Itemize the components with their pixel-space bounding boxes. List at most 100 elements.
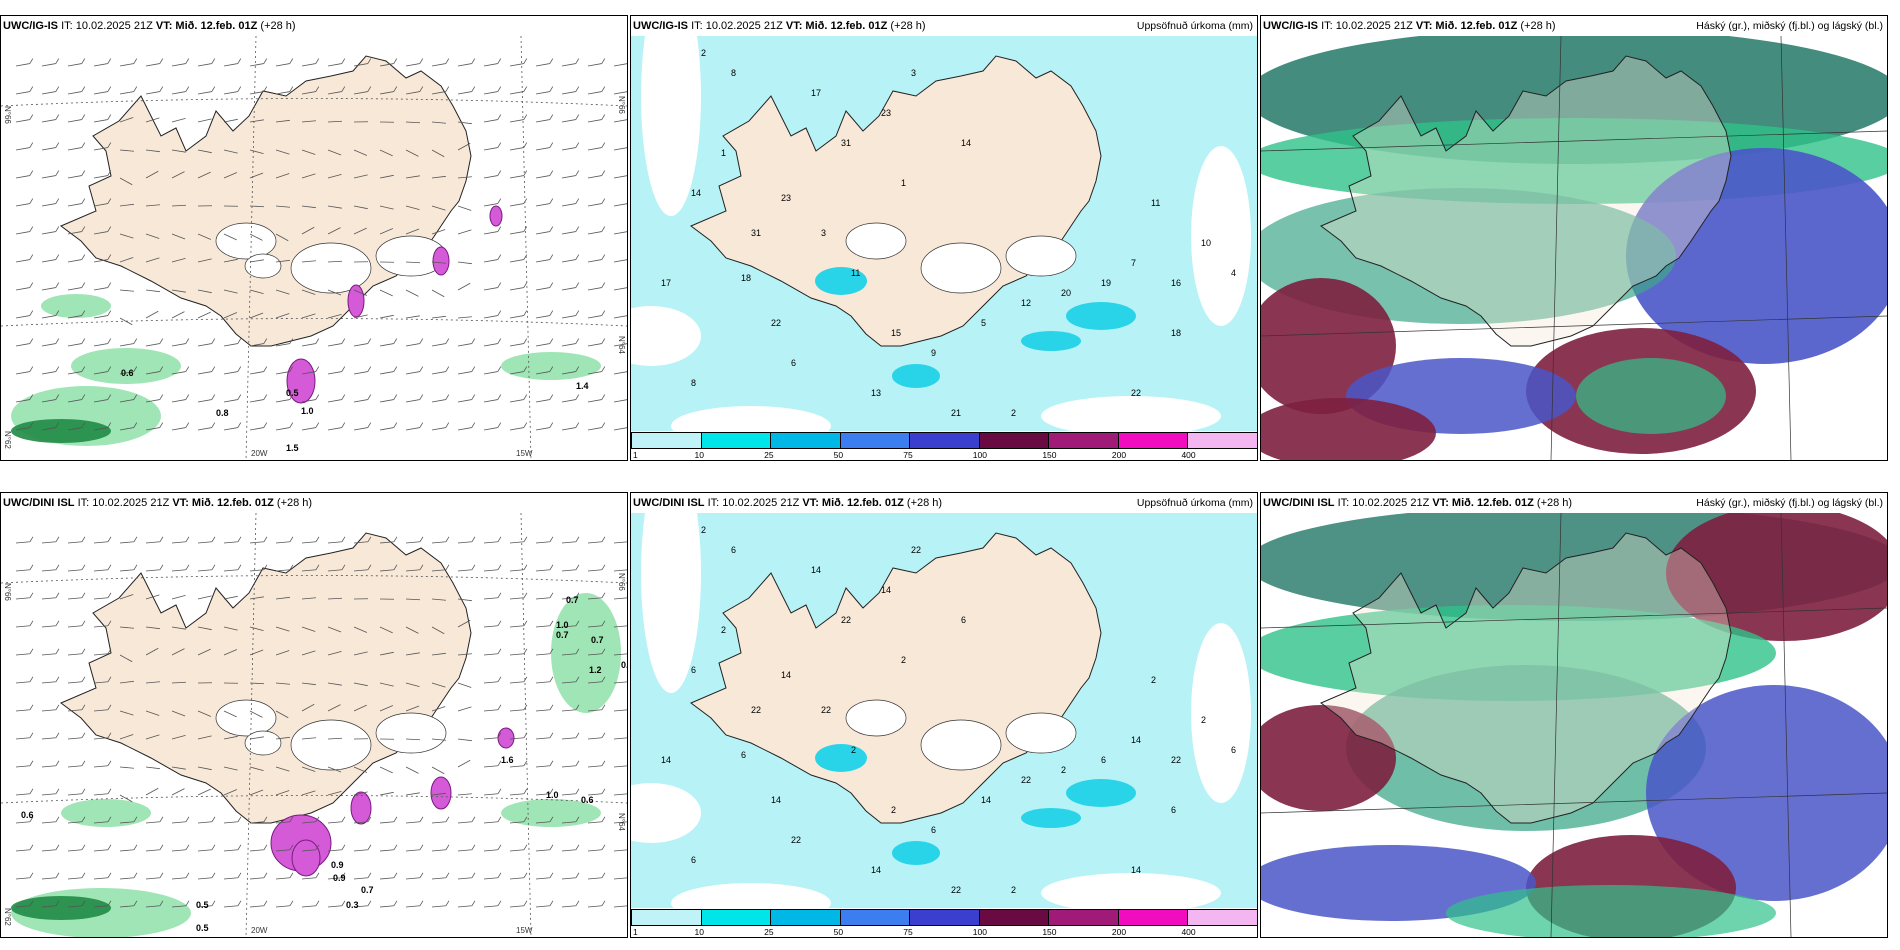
wind-barb xyxy=(483,63,498,67)
legend-swatch xyxy=(978,432,1050,449)
wind-barb-feather xyxy=(601,254,606,260)
wind-barb xyxy=(197,399,212,403)
wind-barb xyxy=(457,759,471,768)
glacier-outline xyxy=(244,253,282,279)
wind-barb xyxy=(301,260,316,263)
wind-barb xyxy=(613,765,627,768)
wind-barb-feather xyxy=(107,704,112,710)
wind-barb xyxy=(457,142,471,151)
wind-barb-feather xyxy=(419,366,424,372)
wind-barb-feather xyxy=(29,114,34,120)
wind-barb xyxy=(249,91,264,95)
wind-barb xyxy=(613,119,627,123)
precip-heavy-area xyxy=(892,364,940,388)
wind-barb xyxy=(15,343,30,347)
wind-barb xyxy=(353,427,368,431)
lead-time: (+28 h) xyxy=(906,497,943,509)
wind-barb xyxy=(327,766,342,773)
wind-barb xyxy=(327,569,342,572)
wind-barb xyxy=(561,175,576,179)
precip-amount-label: 2 xyxy=(1011,885,1016,895)
wind-barb-feather xyxy=(185,816,190,822)
wind-barb xyxy=(67,569,82,572)
lead-time: (+28 h) xyxy=(890,20,926,32)
wind-barb-feather xyxy=(107,198,112,204)
wind-barb xyxy=(41,709,56,712)
grid-line xyxy=(1780,513,1792,937)
wind-barb-feather xyxy=(523,366,528,372)
wind-barb-feather xyxy=(445,422,450,428)
wind-barb-feather xyxy=(107,394,112,400)
wind-barb xyxy=(275,626,290,632)
wind-barb-feather xyxy=(315,816,320,822)
wind-barb xyxy=(509,147,524,151)
wind-barb xyxy=(379,91,394,95)
wind-barb xyxy=(197,343,212,347)
wind-barb-feather xyxy=(107,620,112,626)
wind-barb-feather xyxy=(107,86,112,92)
wind-barb-feather xyxy=(315,536,320,542)
precip-heavy-area xyxy=(892,841,940,865)
wind-barb xyxy=(587,147,602,151)
wind-barb xyxy=(67,203,82,207)
wind-barb-feather xyxy=(107,422,112,428)
wind-barb xyxy=(353,821,368,824)
precip-amount-label: 2 xyxy=(1011,408,1016,418)
wind-barb-feather xyxy=(601,394,606,400)
wind-barb-feather xyxy=(55,732,60,738)
wind-barb-feather xyxy=(315,564,320,570)
wind-barb-feather xyxy=(341,564,346,570)
wind-barb-feather xyxy=(549,58,554,64)
longitude-line xyxy=(520,36,532,460)
wind-barb-feather xyxy=(107,170,112,176)
precip-amount-label: 1 xyxy=(901,178,906,188)
wind-barb xyxy=(405,343,420,347)
wind-barb xyxy=(93,737,108,740)
wind-barb xyxy=(67,653,82,656)
wind-barb-feather xyxy=(29,592,34,598)
wind-barb xyxy=(171,204,187,207)
wind-barb xyxy=(431,792,446,796)
wind-barb-feather xyxy=(211,564,216,570)
wind-barb-feather xyxy=(29,816,34,822)
wind-barb xyxy=(353,682,368,687)
wind-barb xyxy=(93,625,108,628)
wind-barb-feather xyxy=(263,422,268,428)
wind-barb xyxy=(561,343,576,347)
wind-barb xyxy=(483,231,498,235)
wind-barb-feather xyxy=(575,86,580,92)
wind-barb xyxy=(223,766,238,771)
wind-barb xyxy=(93,315,108,319)
wind-barb-feather xyxy=(29,422,34,428)
wind-barb xyxy=(327,260,343,263)
wind-barb xyxy=(119,569,134,572)
wind-barb xyxy=(509,849,524,852)
wind-barb-feather xyxy=(133,422,138,428)
wind-barb xyxy=(535,119,550,123)
wind-barb xyxy=(197,233,212,240)
wind-barb xyxy=(379,877,394,880)
wind-barb xyxy=(561,231,576,235)
glacier-outline xyxy=(1005,235,1077,277)
wind-barb xyxy=(223,821,238,824)
wind-barb xyxy=(67,63,82,67)
wind-barb xyxy=(509,175,524,179)
wind-barb-feather xyxy=(185,422,190,428)
wind-barb xyxy=(67,625,82,628)
wind-barb xyxy=(249,596,264,600)
wind-barb xyxy=(535,203,550,207)
panel-header: UWC/DINI ISL IT: 10.02.2025 21Z VT: Mið.… xyxy=(1263,496,1883,512)
wind-barb xyxy=(15,371,30,375)
legend-swatch xyxy=(909,909,980,926)
wind-barb xyxy=(327,626,342,633)
wind-barb xyxy=(379,849,394,852)
wind-barb-feather xyxy=(575,760,580,766)
wind-barb-feather xyxy=(497,254,502,260)
wind-barb-feather xyxy=(55,422,60,428)
wind-barb-feather xyxy=(471,900,476,906)
wind-barb-feather xyxy=(393,564,398,570)
cloud-layer-area xyxy=(1261,188,1676,324)
wind-barb xyxy=(457,91,472,95)
wind-barb-feather xyxy=(133,816,138,822)
wind-barb-feather xyxy=(315,844,320,850)
